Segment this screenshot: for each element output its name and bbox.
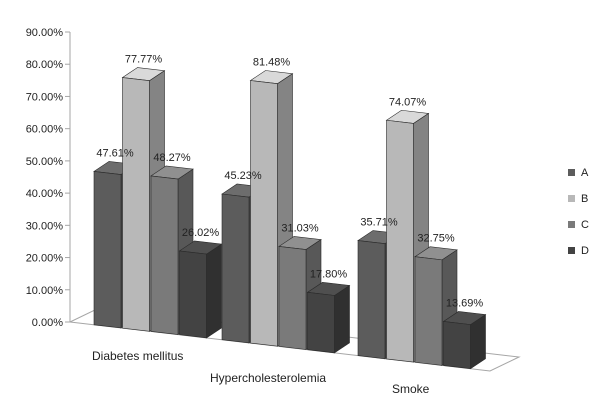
data-label: 77.77%: [125, 54, 163, 66]
data-label: 32.75%: [417, 233, 455, 245]
y-tick-label: 80.00%: [26, 59, 64, 71]
data-label: 74.07%: [389, 96, 427, 108]
data-label: 13.69%: [446, 297, 484, 309]
bar-D-3: [442, 311, 487, 370]
y-tick-label: 0.00%: [32, 317, 63, 329]
y-tick-label: 90.00%: [26, 27, 64, 39]
bar-side: [334, 284, 350, 354]
legend-label: B: [581, 193, 588, 205]
bar-front: [278, 246, 307, 350]
category-labels: Diabetes mellitus Hypercholesterolemia Smo…: [92, 349, 430, 396]
y-tick-label: 60.00%: [26, 124, 64, 136]
category-label: Hypercholesterolemia: [210, 371, 326, 385]
bar-front: [357, 240, 386, 360]
y-tick-label: 70.00%: [26, 91, 64, 103]
bar-front: [307, 292, 335, 354]
bar-front: [443, 321, 471, 370]
legend-swatch: [568, 221, 575, 228]
bar-front: [386, 119, 414, 363]
bar-front: [221, 193, 250, 344]
bar-front: [414, 256, 443, 366]
category-label: Smoke: [392, 382, 430, 396]
bar-front: [122, 77, 150, 332]
legend-swatch: [568, 169, 575, 176]
category-label: Diabetes mellitus: [92, 349, 183, 363]
y-tick-label: 20.00%: [26, 253, 64, 265]
legend-swatch: [568, 195, 575, 202]
legend-label: C: [581, 219, 589, 231]
bar-front: [179, 250, 207, 339]
legend-label: D: [581, 245, 589, 257]
bar-D-2: [306, 282, 351, 354]
y-tick-label: 50.00%: [26, 156, 64, 168]
bars: [93, 67, 487, 370]
data-label: 26.02%: [182, 227, 220, 239]
y-axis-ticks: 0.00% 10.00% 20.00% 30.00% 40.00% 50.00% 60.00…: [26, 27, 70, 329]
bar-D-1: [178, 240, 223, 339]
data-label: 31.03%: [281, 222, 319, 234]
bar-front: [250, 80, 278, 347]
data-label: 17.80%: [310, 268, 348, 280]
data-label: 47.61%: [96, 147, 134, 159]
data-label: 35.71%: [360, 217, 398, 229]
bar-front: [150, 175, 179, 335]
legend: A B C D: [568, 167, 589, 257]
y-tick-label: 30.00%: [26, 220, 64, 232]
data-label: 45.23%: [224, 170, 262, 182]
bar-B-3: [385, 109, 430, 363]
data-labels: 47.61% 77.77% 48.27% 26.02% 45.23% 81.48% 31.0…: [96, 54, 483, 310]
legend-label: A: [581, 167, 589, 179]
legend-swatch: [568, 247, 575, 254]
data-label: 81.48%: [253, 57, 291, 69]
bar-side: [206, 243, 222, 339]
bar-front: [93, 171, 122, 329]
y-tick-label: 40.00%: [26, 188, 64, 200]
data-label: 48.27%: [153, 152, 191, 164]
y-tick-label: 10.00%: [26, 285, 64, 297]
